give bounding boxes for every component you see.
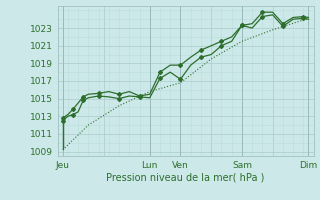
- X-axis label: Pression niveau de la mer( hPa ): Pression niveau de la mer( hPa ): [107, 173, 265, 183]
